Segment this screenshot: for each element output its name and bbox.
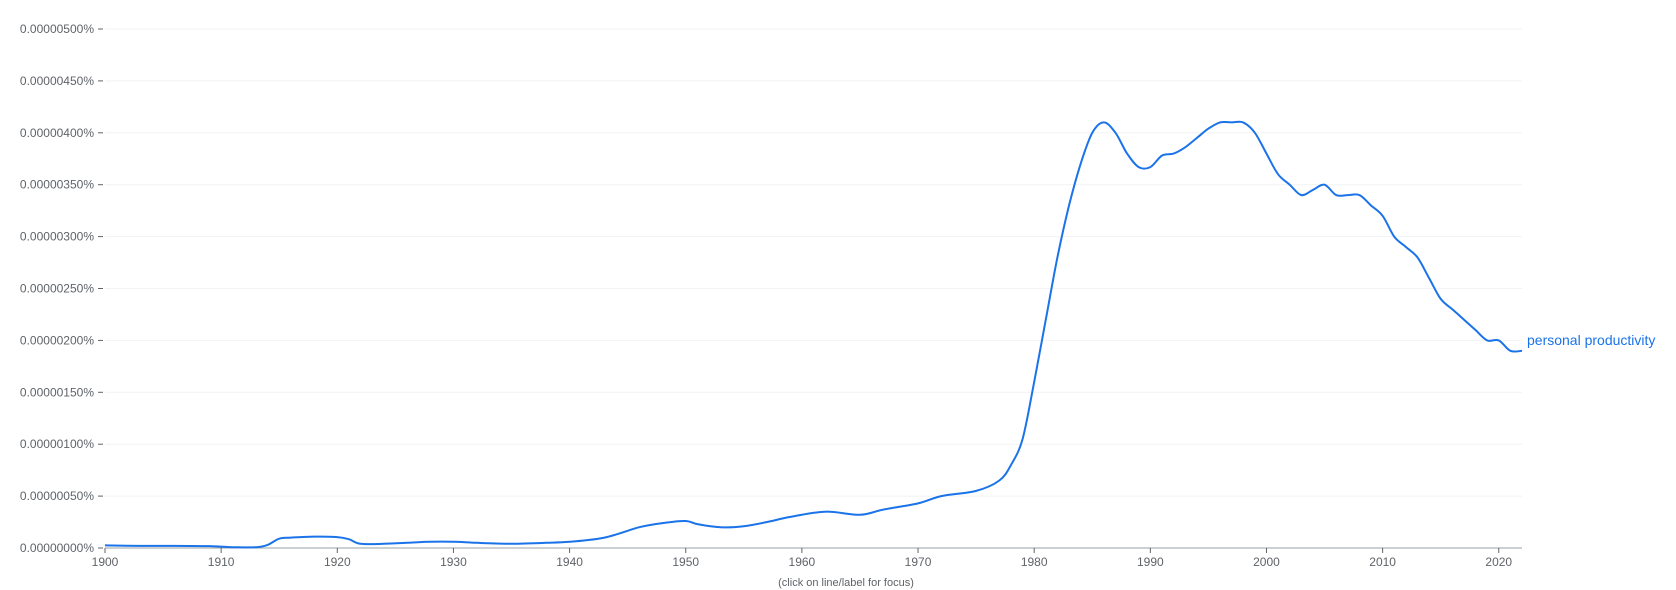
series-label-personal-productivity[interactable]: personal productivity	[1527, 332, 1655, 348]
series-line-personal-productivity[interactable]	[104, 120, 1523, 549]
series-layer[interactable]: personal productivity	[104, 120, 1655, 549]
y-tick-label: 0.00000500%	[20, 22, 94, 36]
x-tick-label: 1990	[1137, 555, 1164, 569]
x-tick-label: 1940	[556, 555, 583, 569]
y-tick-label: 0.00000100%	[20, 437, 94, 451]
x-tick-label: 1980	[1021, 555, 1048, 569]
x-tick-label: 1970	[905, 555, 932, 569]
y-tick-label: 0.00000300%	[20, 230, 94, 244]
x-axis: 1900 1910 1920 1930 1940 1950 1960 1970 1980 1990…	[92, 547, 1522, 569]
x-tick-label: 2020	[1485, 555, 1512, 569]
y-tick-label: 0.00000200%	[20, 333, 94, 347]
x-tick-label: 1950	[672, 555, 699, 569]
focus-hint: (click on line/label for focus)	[778, 577, 914, 589]
x-tick-label: 2010	[1369, 555, 1396, 569]
y-tick-label: 0.00000150%	[20, 385, 94, 399]
y-tick-label: 0.00000000%	[20, 541, 94, 555]
x-tick-label: 1930	[440, 555, 467, 569]
x-tick-label: 1920	[324, 555, 351, 569]
y-tick-label: 0.00000400%	[20, 126, 94, 140]
y-tick-label: 0.00000350%	[20, 178, 94, 192]
x-tick-label: 2000	[1253, 555, 1280, 569]
grid-lines	[105, 28, 1522, 497]
x-tick-label: 1900	[92, 555, 119, 569]
y-tick-label: 0.00000450%	[20, 74, 94, 88]
y-axis: 0.00000000% 0.00000050% 0.00000100% 0.00000…	[20, 22, 103, 555]
x-tick-label: 1910	[208, 555, 235, 569]
y-tick-label: 0.00000250%	[20, 282, 94, 296]
y-tick-label: 0.00000050%	[20, 489, 94, 503]
x-tick-label: 1960	[789, 555, 816, 569]
